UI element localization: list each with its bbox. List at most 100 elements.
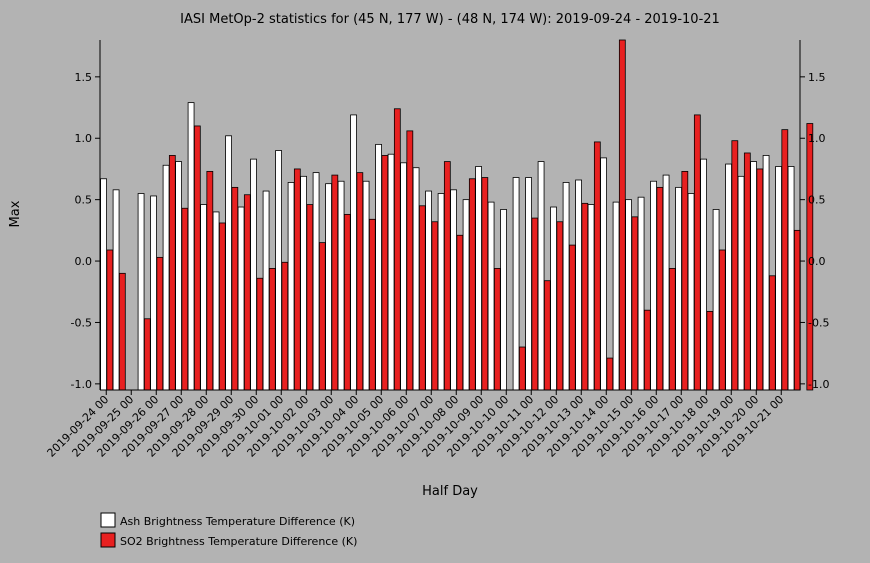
so2-bar (381, 155, 389, 391)
y-tick-label-left: 1.0 (75, 132, 93, 145)
y-tick-label-left: 1.5 (75, 71, 93, 84)
ash-bar (312, 172, 320, 391)
legend: Ash Brightness Temperature Difference (K… (100, 512, 357, 548)
so2-bar (393, 108, 401, 391)
so2-bar (281, 261, 289, 391)
ash-bar (587, 204, 595, 391)
y-tick-label-right: -0.5 (808, 316, 829, 329)
ash-bar (225, 135, 232, 391)
so2-bar (556, 221, 564, 391)
so2-bar (581, 202, 589, 391)
so2-bar (331, 174, 339, 391)
ash-bar (375, 143, 382, 391)
ash-bar (237, 206, 245, 391)
so2-bar (343, 213, 351, 391)
so2-bar (468, 178, 476, 391)
ash-bar (500, 209, 507, 391)
ash-bar (137, 193, 145, 391)
ash-bar (762, 155, 770, 391)
so2-bar (643, 309, 651, 391)
ash-bar (612, 201, 620, 391)
ash-bar (662, 174, 670, 391)
so2-bar (156, 256, 164, 391)
so2-bar (531, 217, 539, 391)
ash-bar (387, 153, 395, 391)
so2-bar (293, 168, 301, 391)
so2-bar (456, 234, 464, 391)
so2-bar (668, 268, 676, 391)
ash-bar (687, 193, 695, 391)
so2-bar (618, 39, 626, 391)
ash-bar (462, 199, 470, 391)
ash-bar (250, 158, 257, 391)
ash-bar (100, 178, 107, 391)
ash-bar (325, 183, 332, 391)
so2-bar (681, 170, 689, 391)
so2-bar (431, 221, 439, 391)
ash-bar (550, 206, 557, 391)
ash-bar (450, 189, 457, 391)
so2-bar (756, 168, 764, 391)
y-axis-label: Max (8, 200, 23, 227)
legend-swatch-so2 (100, 532, 116, 548)
ash-bar (362, 180, 370, 391)
so2-bar (743, 152, 751, 391)
ash-bar (512, 177, 520, 391)
y-tick-label-left: -0.5 (71, 316, 92, 329)
ash-bar (575, 179, 582, 391)
ash-bar (787, 166, 795, 391)
so2-bar (206, 170, 214, 391)
so2-bar (518, 346, 526, 391)
so2-bar (593, 141, 601, 391)
ash-bar (200, 204, 207, 391)
so2-bar (406, 130, 414, 391)
ash-bar (725, 163, 732, 391)
ash-bar (700, 158, 707, 391)
ash-bar (775, 166, 782, 391)
so2-bar (793, 229, 801, 391)
so2-bar (606, 357, 614, 391)
so2-bar (656, 186, 664, 391)
so2-bar (193, 125, 201, 391)
y-tick-label-right: 0.5 (808, 194, 826, 207)
y-tick-label-right: 1.0 (808, 132, 826, 145)
x-axis-label: Half Day (422, 484, 478, 499)
ash-bar (487, 201, 495, 391)
ash-bar (637, 196, 645, 391)
so2-bar (718, 249, 726, 391)
ash-bar (600, 157, 607, 391)
ash-bar (412, 167, 420, 391)
legend-label-ash: Ash Brightness Temperature Difference (K… (120, 515, 355, 528)
ash-bar (150, 195, 157, 391)
so2-bar (181, 207, 189, 391)
so2-bar (781, 129, 789, 391)
so2-bar (543, 280, 551, 391)
y-tick-label-right: 0.0 (808, 255, 826, 268)
ash-bar (187, 102, 195, 391)
ash-bar (675, 186, 682, 391)
ash-bar (525, 177, 532, 391)
ash-bar (537, 161, 545, 391)
y-tick-label-right: -1.0 (808, 378, 829, 391)
so2-bar (118, 272, 126, 391)
ash-bar (175, 161, 182, 391)
so2-bar (693, 114, 701, 391)
chart-title: IASI MetOp-2 statistics for (45 N, 177 W… (180, 12, 720, 27)
so2-bar (306, 204, 314, 391)
so2-bar (731, 140, 739, 391)
ash-bar (400, 162, 407, 391)
plot-area: -1.0 -1.0 -0.5 -0.5 0.0 0.0 0.5 0.5 1.0 1.0 1.5 1.5… (45, 39, 829, 460)
legend-swatch-ash (100, 512, 116, 528)
ash-bar (300, 175, 307, 391)
so2-bar (493, 268, 501, 391)
ash-bar (350, 114, 357, 391)
ash-bar (475, 166, 482, 391)
y-tick-label-left: -1.0 (71, 378, 92, 391)
ash-bar (262, 190, 270, 391)
so2-bar (806, 123, 814, 391)
legend-label-so2: SO2 Brightness Temperature Difference (K… (120, 535, 357, 548)
so2-bar (268, 268, 276, 391)
so2-bar (443, 161, 451, 391)
ash-bar (162, 164, 170, 391)
so2-bar (368, 218, 376, 391)
